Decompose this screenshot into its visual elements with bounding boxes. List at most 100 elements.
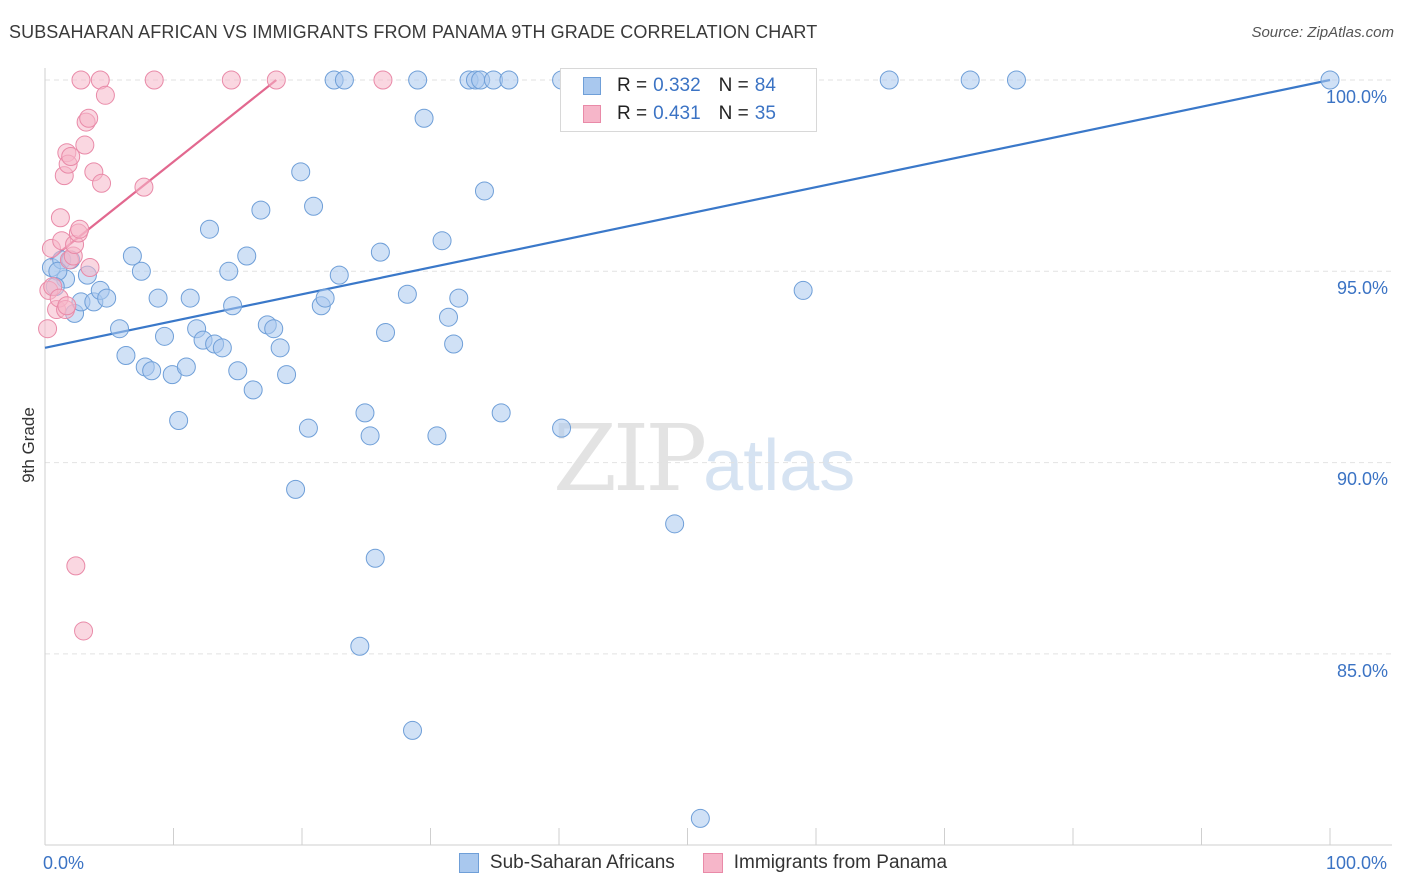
data-point	[71, 70, 91, 90]
legend-item-panama[interactable]: Immigrants from Panama	[702, 852, 947, 874]
legend-r-label: R =	[617, 103, 648, 124]
data-point	[397, 284, 417, 304]
data-point	[304, 196, 324, 216]
data-point	[291, 162, 311, 182]
data-point	[169, 411, 189, 431]
data-point	[237, 246, 257, 266]
data-point	[95, 85, 115, 105]
data-point	[264, 319, 284, 339]
data-point	[1006, 70, 1026, 90]
data-point	[148, 288, 168, 308]
data-point	[134, 177, 154, 197]
data-point	[199, 219, 219, 239]
data-point	[57, 296, 77, 316]
data-point	[552, 418, 572, 438]
data-point	[243, 380, 263, 400]
series-subsaharan	[41, 70, 1340, 828]
data-point	[277, 365, 297, 385]
legend-r-label: R =	[617, 75, 648, 96]
legend-swatch-pink	[583, 105, 601, 123]
trend-line-subsaharan	[44, 78, 1331, 349]
data-point	[403, 720, 423, 740]
data-point	[414, 108, 434, 128]
data-point	[298, 418, 318, 438]
data-point	[350, 636, 370, 656]
y-tick-label-95: 95.0%	[1337, 278, 1389, 298]
data-point	[329, 265, 349, 285]
data-point	[1320, 70, 1340, 90]
data-point	[228, 361, 248, 381]
chart-source: Source: ZipAtlas.com	[1251, 24, 1394, 41]
legend-n-label: N =	[718, 75, 749, 96]
chart-title: SUBSAHARAN AFRICAN VS IMMIGRANTS FROM PA…	[9, 22, 818, 42]
legend-n-label: N =	[718, 103, 749, 124]
data-point	[97, 288, 117, 308]
series-panama	[38, 70, 393, 641]
data-point	[79, 108, 99, 128]
data-point	[223, 296, 243, 316]
y-tick-label-85: 85.0%	[1337, 661, 1389, 681]
axes	[44, 68, 1392, 846]
data-point	[38, 319, 58, 339]
data-point	[80, 257, 100, 277]
data-point	[690, 808, 710, 828]
data-point	[960, 70, 980, 90]
data-point	[315, 288, 335, 308]
data-point	[155, 326, 175, 346]
legend-swatch-pink	[702, 853, 723, 873]
data-point	[449, 288, 469, 308]
watermark: ZIPatlas	[553, 405, 855, 512]
data-point	[176, 357, 196, 377]
y-axis-label: 9th Grade	[19, 407, 38, 483]
gridlines	[45, 79, 1392, 655]
data-point	[376, 323, 396, 343]
legend-row-panama: R = 0.431 N = 35	[561, 100, 776, 128]
stats-legend: R = 0.332 N = 84 R = 0.431 N = 35	[560, 68, 817, 132]
legend-item-subsaharan[interactable]: Sub-Saharan Africans	[458, 852, 675, 874]
data-point	[474, 181, 494, 201]
data-point	[438, 307, 458, 327]
data-point	[122, 246, 142, 266]
data-point	[286, 479, 306, 499]
legend-swatch-blue	[458, 853, 479, 873]
x-tick-label-right: 100.0%	[1326, 853, 1388, 873]
data-point	[370, 242, 390, 262]
legend-label-subsaharan: Sub-Saharan Africans	[489, 852, 675, 873]
y-tick-label-90: 90.0%	[1337, 469, 1389, 489]
series-legend: Sub-Saharan Africans Immigrants from Pan…	[0, 852, 1406, 874]
data-point	[221, 70, 241, 90]
data-point	[373, 70, 393, 90]
legend-swatch-blue	[583, 77, 601, 95]
data-point	[131, 261, 151, 281]
data-point	[879, 70, 899, 90]
data-point	[365, 548, 385, 568]
data-point	[491, 403, 511, 423]
data-point	[70, 219, 90, 239]
data-point	[408, 70, 428, 90]
data-point	[270, 338, 290, 358]
data-point	[74, 621, 94, 641]
data-point	[360, 426, 380, 446]
data-point	[427, 426, 447, 446]
y-tick-label-100: 100.0%	[1326, 87, 1388, 107]
data-point	[219, 261, 239, 281]
watermark-atlas: atlas	[703, 426, 856, 506]
watermark-zip: ZIP	[553, 405, 707, 512]
data-point	[66, 556, 86, 576]
data-point	[665, 514, 685, 534]
data-points	[38, 70, 1340, 828]
data-point	[144, 70, 164, 90]
data-point	[432, 231, 452, 251]
data-point	[251, 200, 271, 220]
data-point	[499, 70, 519, 90]
legend-n-value: 35	[754, 103, 776, 124]
data-point	[142, 361, 162, 381]
data-point	[50, 208, 70, 228]
legend-r-value: 0.431	[653, 103, 701, 124]
data-point	[61, 147, 81, 167]
legend-n-value: 84	[754, 75, 776, 96]
data-point	[116, 345, 136, 365]
data-point	[793, 280, 813, 300]
data-point	[92, 173, 112, 193]
